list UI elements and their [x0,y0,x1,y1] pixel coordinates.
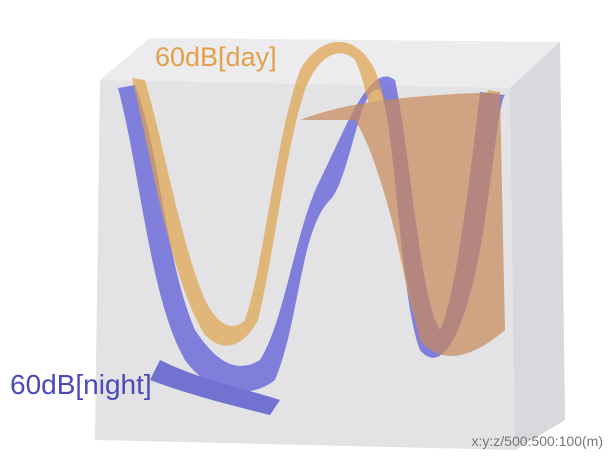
day-label: 60dB[day] [155,42,277,72]
scale-label: x:y:z/500:500:100(m) [471,433,603,449]
page: 60dB[day] 60dB[night] x:y:z/500:500:100(… [0,0,610,462]
box-side [510,42,565,450]
night-label: 60dB[night] [10,369,152,400]
render-view: 60dB[day] 60dB[night] x:y:z/500:500:100(… [0,0,610,462]
